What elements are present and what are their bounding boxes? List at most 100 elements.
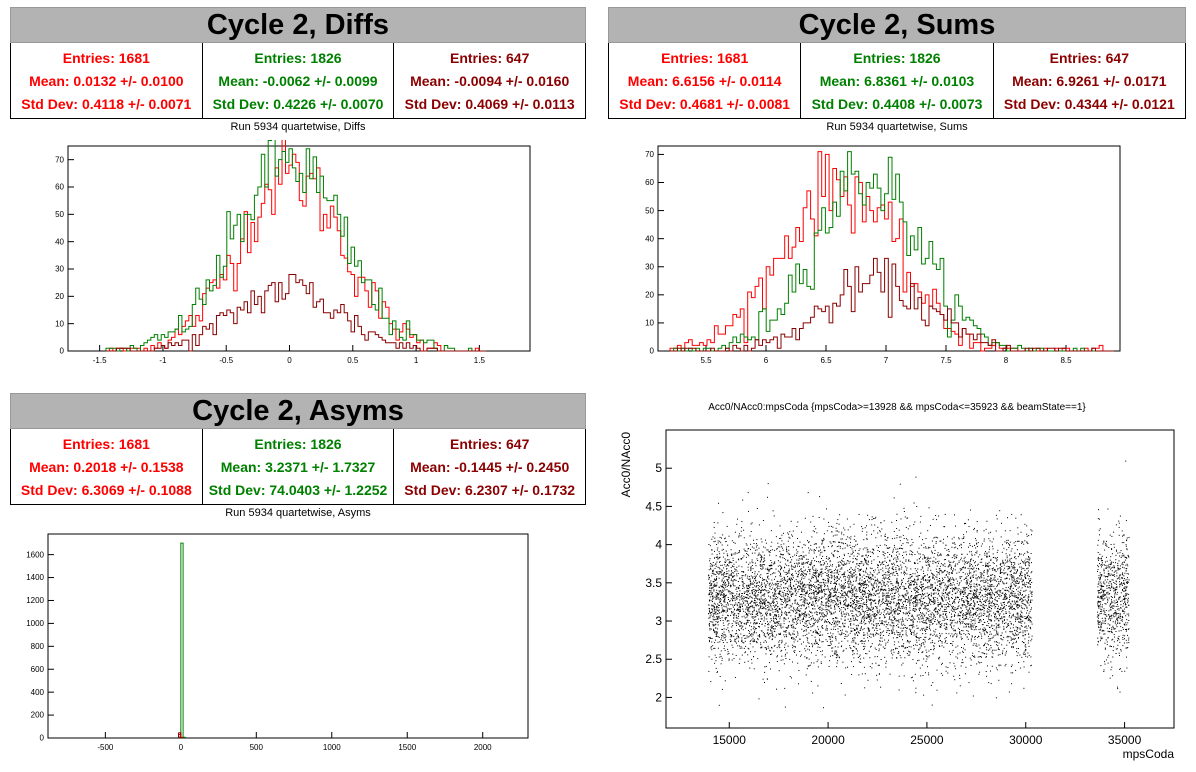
sums-title-bar: Cycle 2, Sums [608,7,1186,43]
scatter-point [817,659,819,661]
asyms-title: Cycle 2, Asyms [192,394,404,427]
x-tick-label: 35000 [1108,733,1142,747]
scatter-point [866,607,868,609]
scatter-point [715,667,717,669]
scatter-point [924,606,926,608]
scatter-point [722,611,724,613]
scatter-point [866,618,867,619]
scatter-point [943,588,945,590]
scatter-point [975,608,977,610]
scatter-point [783,617,785,619]
scatter-point [773,630,775,632]
scatter-point [715,592,717,594]
scatter-point [927,556,929,558]
scatter-point [999,580,1001,582]
scatter-point [749,592,751,594]
scatter-point [785,649,787,651]
scatter-point [980,609,982,611]
scatter-point [804,595,806,597]
scatter-point [971,607,973,609]
scatter-point [724,637,726,639]
scatter-point [783,592,785,594]
scatter-point [846,612,848,614]
scatter-point [827,582,829,584]
scatter-point [792,627,794,629]
scatter-point [839,608,841,610]
scatter-point [1016,579,1018,581]
scatter-point [947,619,948,620]
scatter-point [1014,556,1016,558]
scatter-point [764,605,766,607]
scatter-point [925,557,927,559]
scatter-point [816,556,817,558]
scatter-point [803,566,805,568]
scatter-point [827,569,829,571]
scatter-point [834,588,836,590]
scatter-point [991,579,993,581]
scatter-point [730,603,732,605]
scatter-point [710,646,712,648]
scatter-point [984,613,986,615]
scatter-point [882,623,884,625]
scatter-point [904,597,906,599]
scatter-point [803,618,805,620]
scatter-point [892,637,894,639]
scatter-point [742,593,744,595]
scatter-point [732,646,734,648]
scatter-point [754,630,755,632]
scatter-point [799,604,801,606]
scatter-point [892,548,894,550]
scatter-point [737,572,739,574]
scatter-point [983,585,985,587]
scatter-point [883,589,885,591]
scatter-point [1005,587,1007,589]
scatter-point [958,583,960,585]
scatter-point [835,591,837,593]
scatter-point [994,641,996,643]
scatter-point [955,612,956,614]
scatter-point [1001,611,1003,613]
scatter-point [984,634,986,636]
scatter-point [911,590,912,592]
scatter-point [1019,553,1020,555]
scatter-point [779,634,781,635]
scatter-point [935,576,937,578]
scatter-point [967,613,969,615]
scatter-point [784,595,786,597]
scatter-point [803,594,805,596]
scatter-point [1009,544,1010,546]
scatter-point [784,600,786,602]
scatter-point [1013,595,1015,597]
scatter-point [728,574,730,576]
scatter-point [854,588,856,590]
y-tick-label: 1200 [26,596,44,605]
scatter-point [799,616,801,618]
scatter-point [814,605,816,607]
scatter-point [891,629,892,631]
scatter-point [834,587,836,589]
scatter-point [922,577,924,579]
stat-mean: Mean: 0.0132 +/- 0.0100 [29,72,184,89]
scatter-point [914,521,916,523]
scatter-point [1004,541,1006,543]
scatter-point [734,597,736,599]
scatter-point [908,559,910,561]
scatter-point [924,629,925,631]
scatter-point [781,610,783,612]
scatter-point [712,610,714,612]
scatter-point [815,570,817,572]
scatter-point [862,603,864,605]
scatter-point [859,577,861,579]
scatter-point [719,676,721,677]
scatter-point [968,625,970,627]
scatter-point [997,618,999,620]
scatter-point [918,649,920,651]
scatter-point [804,544,806,546]
scatter-point [885,608,887,610]
scatter-point [804,635,806,636]
scatter-point [989,579,991,581]
scatter-point [714,642,716,644]
scatter-point [920,515,922,517]
scatter-point [896,603,898,605]
scatter-point [1003,626,1005,628]
